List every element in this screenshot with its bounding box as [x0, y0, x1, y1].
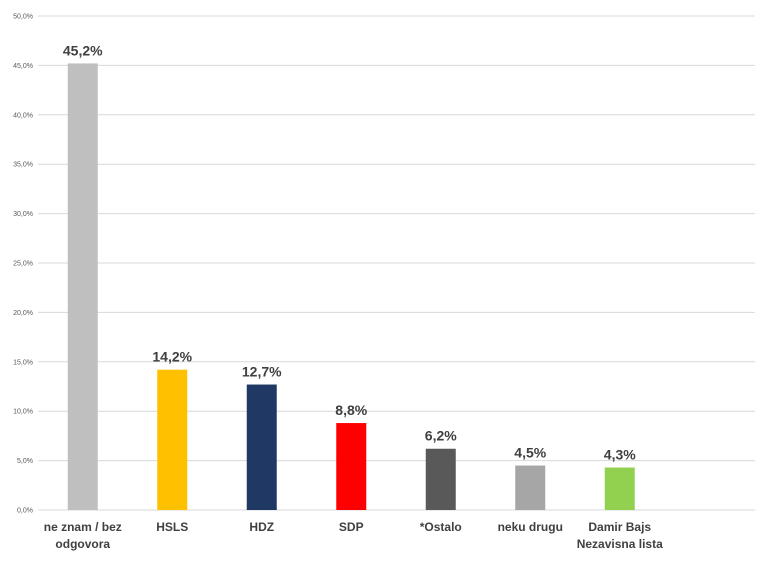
bar [336, 423, 367, 510]
data-label: 4,5% [514, 445, 546, 461]
bar [246, 384, 277, 510]
category-label: Damir Bajs [588, 520, 651, 534]
bar [425, 448, 456, 510]
category-label: Nezavisna lista [577, 537, 663, 551]
y-tick-label: 30,0% [13, 211, 33, 218]
y-tick-label: 25,0% [13, 261, 33, 268]
y-tick-label: 0,0% [17, 508, 33, 515]
category-label: neku drugu [498, 520, 563, 534]
data-label: 12,7% [242, 364, 282, 380]
label-layer: 0,0% 5,0% 10,0% 15,0% 20,0% 25,0% 30,0% 35,0% 40… [13, 14, 663, 552]
grid-layer [38, 15, 755, 511]
bar [157, 369, 188, 510]
y-tick-label: 5,0% [17, 458, 33, 465]
y-tick-label: 45,0% [13, 63, 33, 70]
data-label: 8,8% [335, 402, 367, 418]
y-tick-label: 15,0% [13, 359, 33, 366]
bar [67, 63, 98, 510]
category-label: HSLS [156, 520, 188, 534]
y-tick-label: 40,0% [13, 112, 33, 119]
bar [604, 467, 635, 510]
category-label: SDP [339, 520, 364, 534]
data-label: 14,2% [152, 349, 192, 365]
category-label: *Ostalo [420, 520, 462, 534]
data-label: 4,3% [604, 447, 636, 463]
data-label: 45,2% [63, 42, 103, 58]
data-label: 6,2% [425, 428, 457, 444]
category-label: ne znam / bez [44, 520, 122, 534]
bar-layer [67, 63, 635, 510]
y-tick-label: 10,0% [13, 409, 33, 416]
y-tick-label: 20,0% [13, 310, 33, 317]
bar [515, 465, 546, 510]
y-tick-label: 50,0% [13, 14, 33, 21]
category-label: HDZ [249, 520, 274, 534]
category-label: odgovora [55, 537, 110, 551]
y-tick-label: 35,0% [13, 162, 33, 169]
